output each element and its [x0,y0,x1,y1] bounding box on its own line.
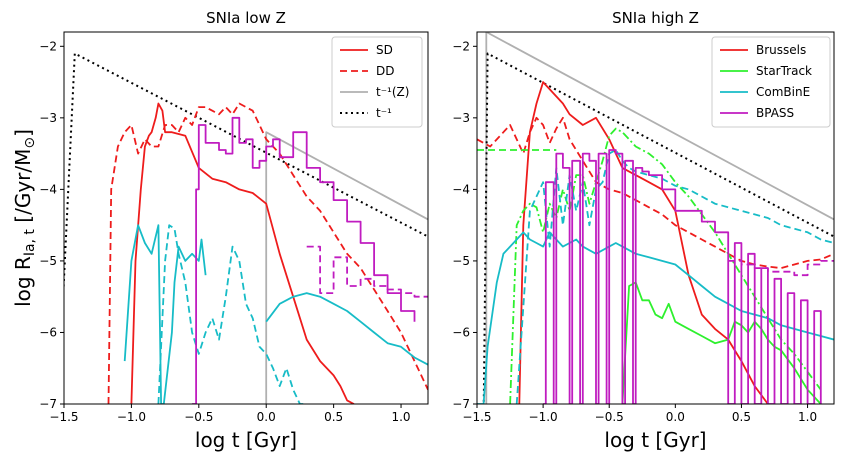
axes-frame [476,31,835,405]
x-axis-label: log t [Gyr] [195,428,297,452]
x-tick-label: 1.0 [798,410,817,424]
x-tick-label: 0.5 [324,410,343,424]
series-line-bpass [192,116,416,404]
series-line-sd [130,102,355,404]
y-tick-label: −3 [452,111,470,125]
axes-frame [63,31,429,405]
panel-1: −1.5 −1.0 −0.5 0.0 0.5 1.0 −7 −6 −5 −4 −3 −2 SNIa lo… [11,9,429,452]
y-tick-label: −7 [452,397,470,411]
legend-label: StarTrack [756,64,812,78]
x-tick-label: −1.5 [49,410,78,424]
x-tick-label: −0.5 [595,410,624,424]
plot-area [64,52,428,404]
x-tick-label: −0.5 [184,410,213,424]
series-line-t-1 [482,52,834,404]
legend-label: t⁻¹(Z) [376,85,409,99]
series-line-combine-dd [515,149,834,404]
panel-2: −1.5 −1.0 −0.5 0.0 0.5 1.0 −7 −6 −5 −4 −3 −2 SNIa hi… [452,9,835,452]
plot-area [477,32,834,404]
legend-label: Brussels [756,43,806,57]
y-tick-label: −4 [39,182,57,196]
y-axis-label: log RIa, t [/Gyr/M⊙] [11,129,38,307]
x-tick-label: −1.0 [117,410,146,424]
series-line-t-1-z- [265,131,428,404]
x-tick-label: 0.0 [666,410,685,424]
legend: SD DD t⁻¹(Z) t⁻¹ [331,36,423,128]
y-tick-label: −7 [39,397,57,411]
y-tick-label: −6 [39,325,57,339]
y-tick-label: −2 [452,39,470,53]
legend-box [711,36,831,128]
x-axis-label: log t [Gyr] [604,428,706,452]
x-tick-label: 1.0 [391,410,410,424]
x-tick-label: −1.0 [529,410,558,424]
legend-label: t⁻¹ [376,106,392,120]
x-tick-label: 0.5 [732,410,751,424]
y-tick-label: −2 [39,39,57,53]
y-tick-label: −3 [39,111,57,125]
series-line-bpass-dd [728,259,834,277]
y-tick-label: −5 [39,254,57,268]
series-line-bpass [543,149,822,404]
legend-label: ComBinE [756,85,810,99]
x-tick-label: 0.0 [257,410,276,424]
series-line-brussels-dd [477,116,834,270]
series-line-t-1-z- [485,32,834,404]
series-line-dd [107,102,428,404]
series-line-bpass-dd [306,245,428,298]
legend-label: DD [376,64,394,78]
y-tick-label: −4 [452,182,470,196]
legend: Brussels StarTrack ComBinE BPASS [711,36,831,128]
y-tick-label: −6 [452,325,470,339]
legend-label: SD [376,43,393,57]
legend-label: BPASS [756,106,794,120]
series-line-combine-dd [157,224,307,404]
x-tick-label: −1.5 [462,410,491,424]
chart-title: SNIa high Z [612,9,699,27]
legend-box [331,36,423,128]
chart-title: SNIa low Z [206,9,286,27]
series-line-combine-tail [265,292,428,366]
y-tick-label: −5 [452,254,470,268]
